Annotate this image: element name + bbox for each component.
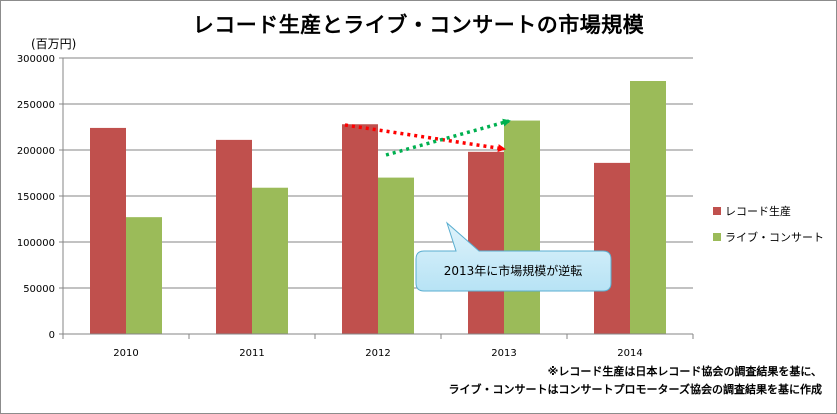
x-tick-label: 2013 bbox=[491, 348, 516, 359]
bar-record-2011 bbox=[216, 139, 252, 334]
source-note-2: ライブ・コンサートはコンサートプロモーターズ協会の調査結果を基に作成 bbox=[448, 383, 822, 396]
bar-record-2013 bbox=[468, 151, 504, 334]
y-axis-ticks: 0 50000 100000 150000 200000 250000 300000 bbox=[17, 54, 63, 341]
annotation-text: 2013年に市場規模が逆転 bbox=[444, 263, 583, 278]
y-tick-label: 250000 bbox=[17, 100, 55, 111]
legend-label-0: レコード生産 bbox=[725, 204, 791, 218]
legend-label-1: ライブ・コンサート bbox=[725, 230, 824, 244]
bar-live-2011 bbox=[252, 187, 288, 334]
bar-record-2010 bbox=[90, 127, 126, 334]
x-tick-label: 2011 bbox=[239, 348, 264, 359]
y-tick-label: 300000 bbox=[17, 54, 55, 65]
bar-live-2010 bbox=[126, 217, 162, 334]
legend-swatch-0 bbox=[713, 207, 721, 215]
annotation-callout: 2013年に市場規模が逆転 bbox=[415, 221, 612, 292]
y-axis-unit-label: (百万円) bbox=[31, 37, 77, 51]
bar-record-2014 bbox=[594, 162, 630, 334]
decline-arrow bbox=[344, 123, 506, 153]
y-tick-label: 150000 bbox=[17, 192, 55, 203]
x-axis-ticks: 2010 2011 2012 2013 2014 bbox=[62, 334, 694, 359]
y-tick-label: 0 bbox=[49, 330, 55, 341]
source-note-1: ※レコード生産は日本レコード協会の調査結果を基に、 bbox=[547, 365, 822, 378]
bar-live-2012 bbox=[378, 177, 414, 334]
x-tick-label: 2012 bbox=[365, 348, 390, 359]
y-tick-label: 200000 bbox=[17, 146, 55, 157]
bars bbox=[90, 81, 666, 335]
rise-arrow bbox=[385, 118, 511, 157]
chart-title: レコード生産とライブ・コンサートの市場規模 bbox=[192, 13, 645, 37]
x-tick-label: 2014 bbox=[617, 348, 642, 359]
legend-swatch-1 bbox=[713, 233, 721, 241]
bar-live-2013 bbox=[504, 120, 540, 334]
y-tick-label: 100000 bbox=[17, 238, 55, 249]
bar-record-2012 bbox=[342, 124, 378, 335]
bar-live-2014 bbox=[630, 81, 666, 334]
y-tick-label: 50000 bbox=[23, 284, 55, 295]
x-tick-label: 2010 bbox=[113, 348, 138, 359]
